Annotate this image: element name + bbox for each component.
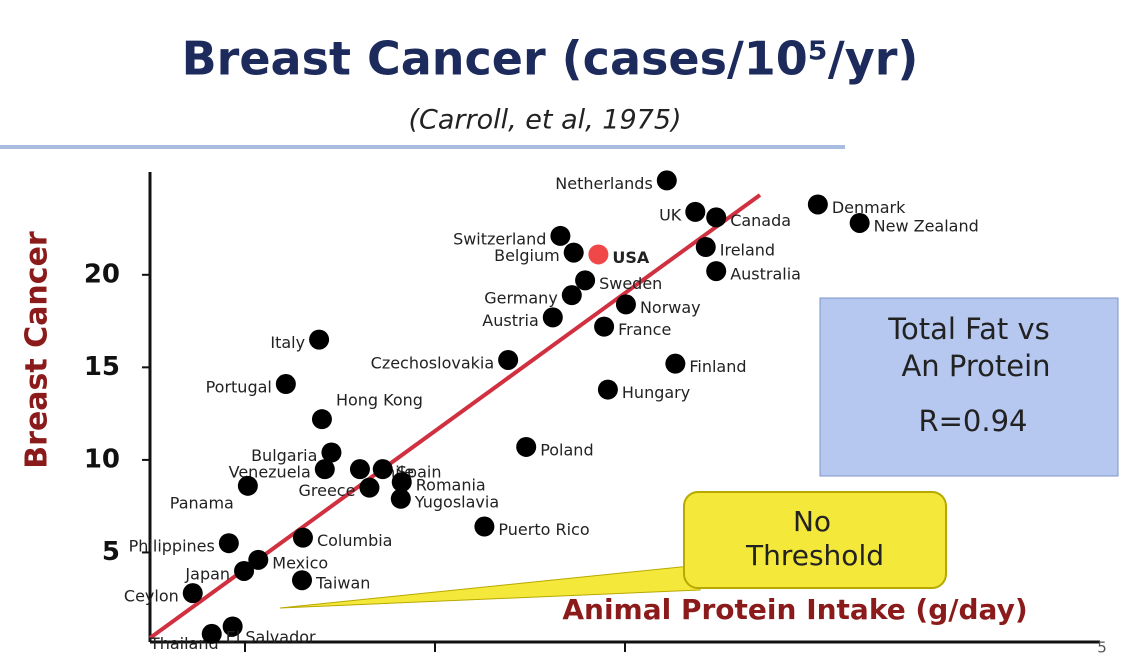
point (498, 349, 519, 370)
point (685, 201, 706, 222)
point (237, 475, 258, 496)
point (218, 533, 239, 554)
point-label: France (618, 320, 671, 339)
point-label: Poland (540, 440, 593, 459)
point (292, 570, 312, 591)
point-label: Portugal (206, 378, 272, 397)
point-label: Canada (730, 211, 791, 230)
point-label: Columbia (317, 531, 393, 550)
point (695, 237, 716, 258)
point (615, 294, 636, 315)
point (311, 409, 332, 430)
point (222, 616, 243, 637)
point-label: Philippines (129, 537, 215, 556)
point-label: Mexico (272, 553, 328, 572)
y-tick-label: 10 (84, 444, 120, 474)
y-tick-label: 15 (84, 352, 120, 382)
point (349, 459, 370, 480)
point (182, 583, 203, 604)
point-label: Romania (416, 476, 486, 495)
point (563, 242, 584, 263)
point-label: Bulgaria (251, 446, 317, 465)
point-label: USA (612, 248, 650, 267)
point-label: Panama (170, 493, 234, 512)
point (550, 225, 571, 246)
chart-subtitle: (Carroll, et al, 1975) (408, 105, 681, 136)
point-label: Hong Kong (336, 391, 423, 410)
x-axis-label: Animal Protein Intake (g/day) (562, 593, 1027, 626)
point (588, 244, 609, 265)
point-label: Germany (484, 289, 558, 308)
point (665, 353, 686, 374)
point (706, 207, 727, 228)
info-line: An Protein (901, 349, 1050, 383)
point-label: UK (659, 205, 682, 224)
callout-line: Threshold (745, 539, 884, 572)
callout-box (683, 491, 947, 589)
point (597, 379, 618, 400)
chart-title: Breast Cancer (cases/10⁵/yr) (182, 32, 919, 86)
page-number: 5 (1097, 639, 1107, 657)
info-box (819, 297, 1119, 477)
point (390, 488, 411, 509)
point-label: Thailand (149, 634, 219, 653)
point (248, 549, 269, 570)
point-label: Ireland (720, 241, 775, 260)
info-line: Total Fat vs (887, 312, 1050, 346)
point (372, 459, 393, 480)
point-label: Austria (482, 311, 539, 330)
point-label: Greece (298, 481, 355, 500)
point (292, 527, 313, 548)
point-label: Japan (184, 564, 230, 583)
point (706, 261, 727, 282)
point (275, 374, 296, 395)
point (359, 477, 380, 498)
point-label: Yugoslavia (414, 492, 499, 511)
point-label: Netherlands (555, 174, 653, 193)
point (849, 212, 870, 233)
point (314, 459, 335, 480)
point-label: Belgium (494, 246, 560, 265)
point-label: New Zealand (874, 216, 979, 235)
point-label: Finland (689, 357, 746, 376)
y-tick-label: 20 (84, 259, 120, 289)
point-label: Czechoslovakia (371, 353, 495, 372)
point (474, 516, 495, 537)
point (561, 285, 582, 306)
point-label: Taiwan (315, 574, 370, 593)
callout-line: No (793, 505, 831, 538)
point (234, 560, 255, 581)
point-label: El Salvador (226, 627, 316, 646)
point-label: Australia (730, 265, 801, 284)
point-label: Hungary (622, 383, 690, 402)
point (807, 194, 828, 215)
info-line: R=0.94 (918, 404, 1027, 438)
point-label: Denmark (832, 198, 906, 217)
point-label: Ceylon (124, 587, 179, 606)
point-label: Sweden (599, 274, 662, 293)
point-label: Switzerland (453, 229, 546, 248)
point-label: Puerto Rico (498, 520, 589, 539)
point (656, 170, 677, 191)
y-axis-label: Breast Cancer (20, 231, 55, 469)
point (516, 436, 537, 457)
point (321, 442, 342, 463)
y-tick-label: 5 (102, 537, 120, 567)
point-label: Italy (270, 333, 305, 352)
point (309, 329, 330, 350)
point (575, 270, 596, 291)
point (542, 307, 563, 328)
point-label: Norway (640, 298, 701, 317)
point (201, 623, 222, 644)
point (594, 316, 615, 337)
point (391, 472, 412, 493)
